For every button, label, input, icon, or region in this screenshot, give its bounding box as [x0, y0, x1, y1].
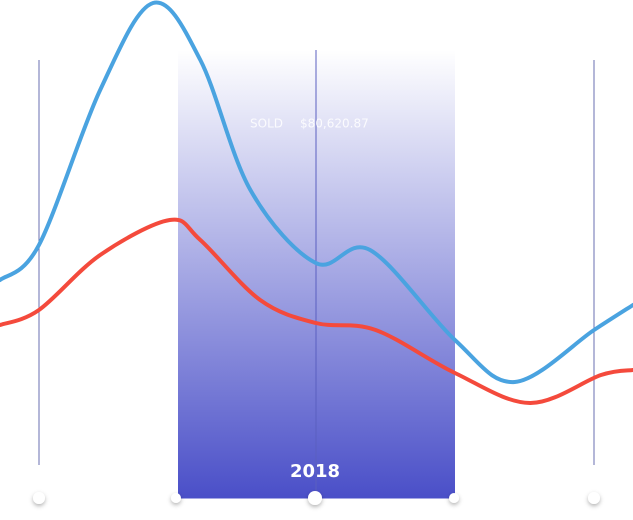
series-line: [0, 217, 633, 406]
series-line: [0, 0, 633, 385]
timeline-dot[interactable]: [449, 493, 459, 503]
sold-amount: $80,620.87: [300, 117, 369, 131]
timeline-dot[interactable]: [171, 493, 181, 503]
timeline-dot[interactable]: [588, 492, 600, 504]
timeline-dot[interactable]: [33, 492, 45, 504]
sold-label: SOLD: [250, 117, 283, 131]
timeline-dot[interactable]: [308, 491, 322, 505]
year-label: 2018: [290, 461, 340, 482]
